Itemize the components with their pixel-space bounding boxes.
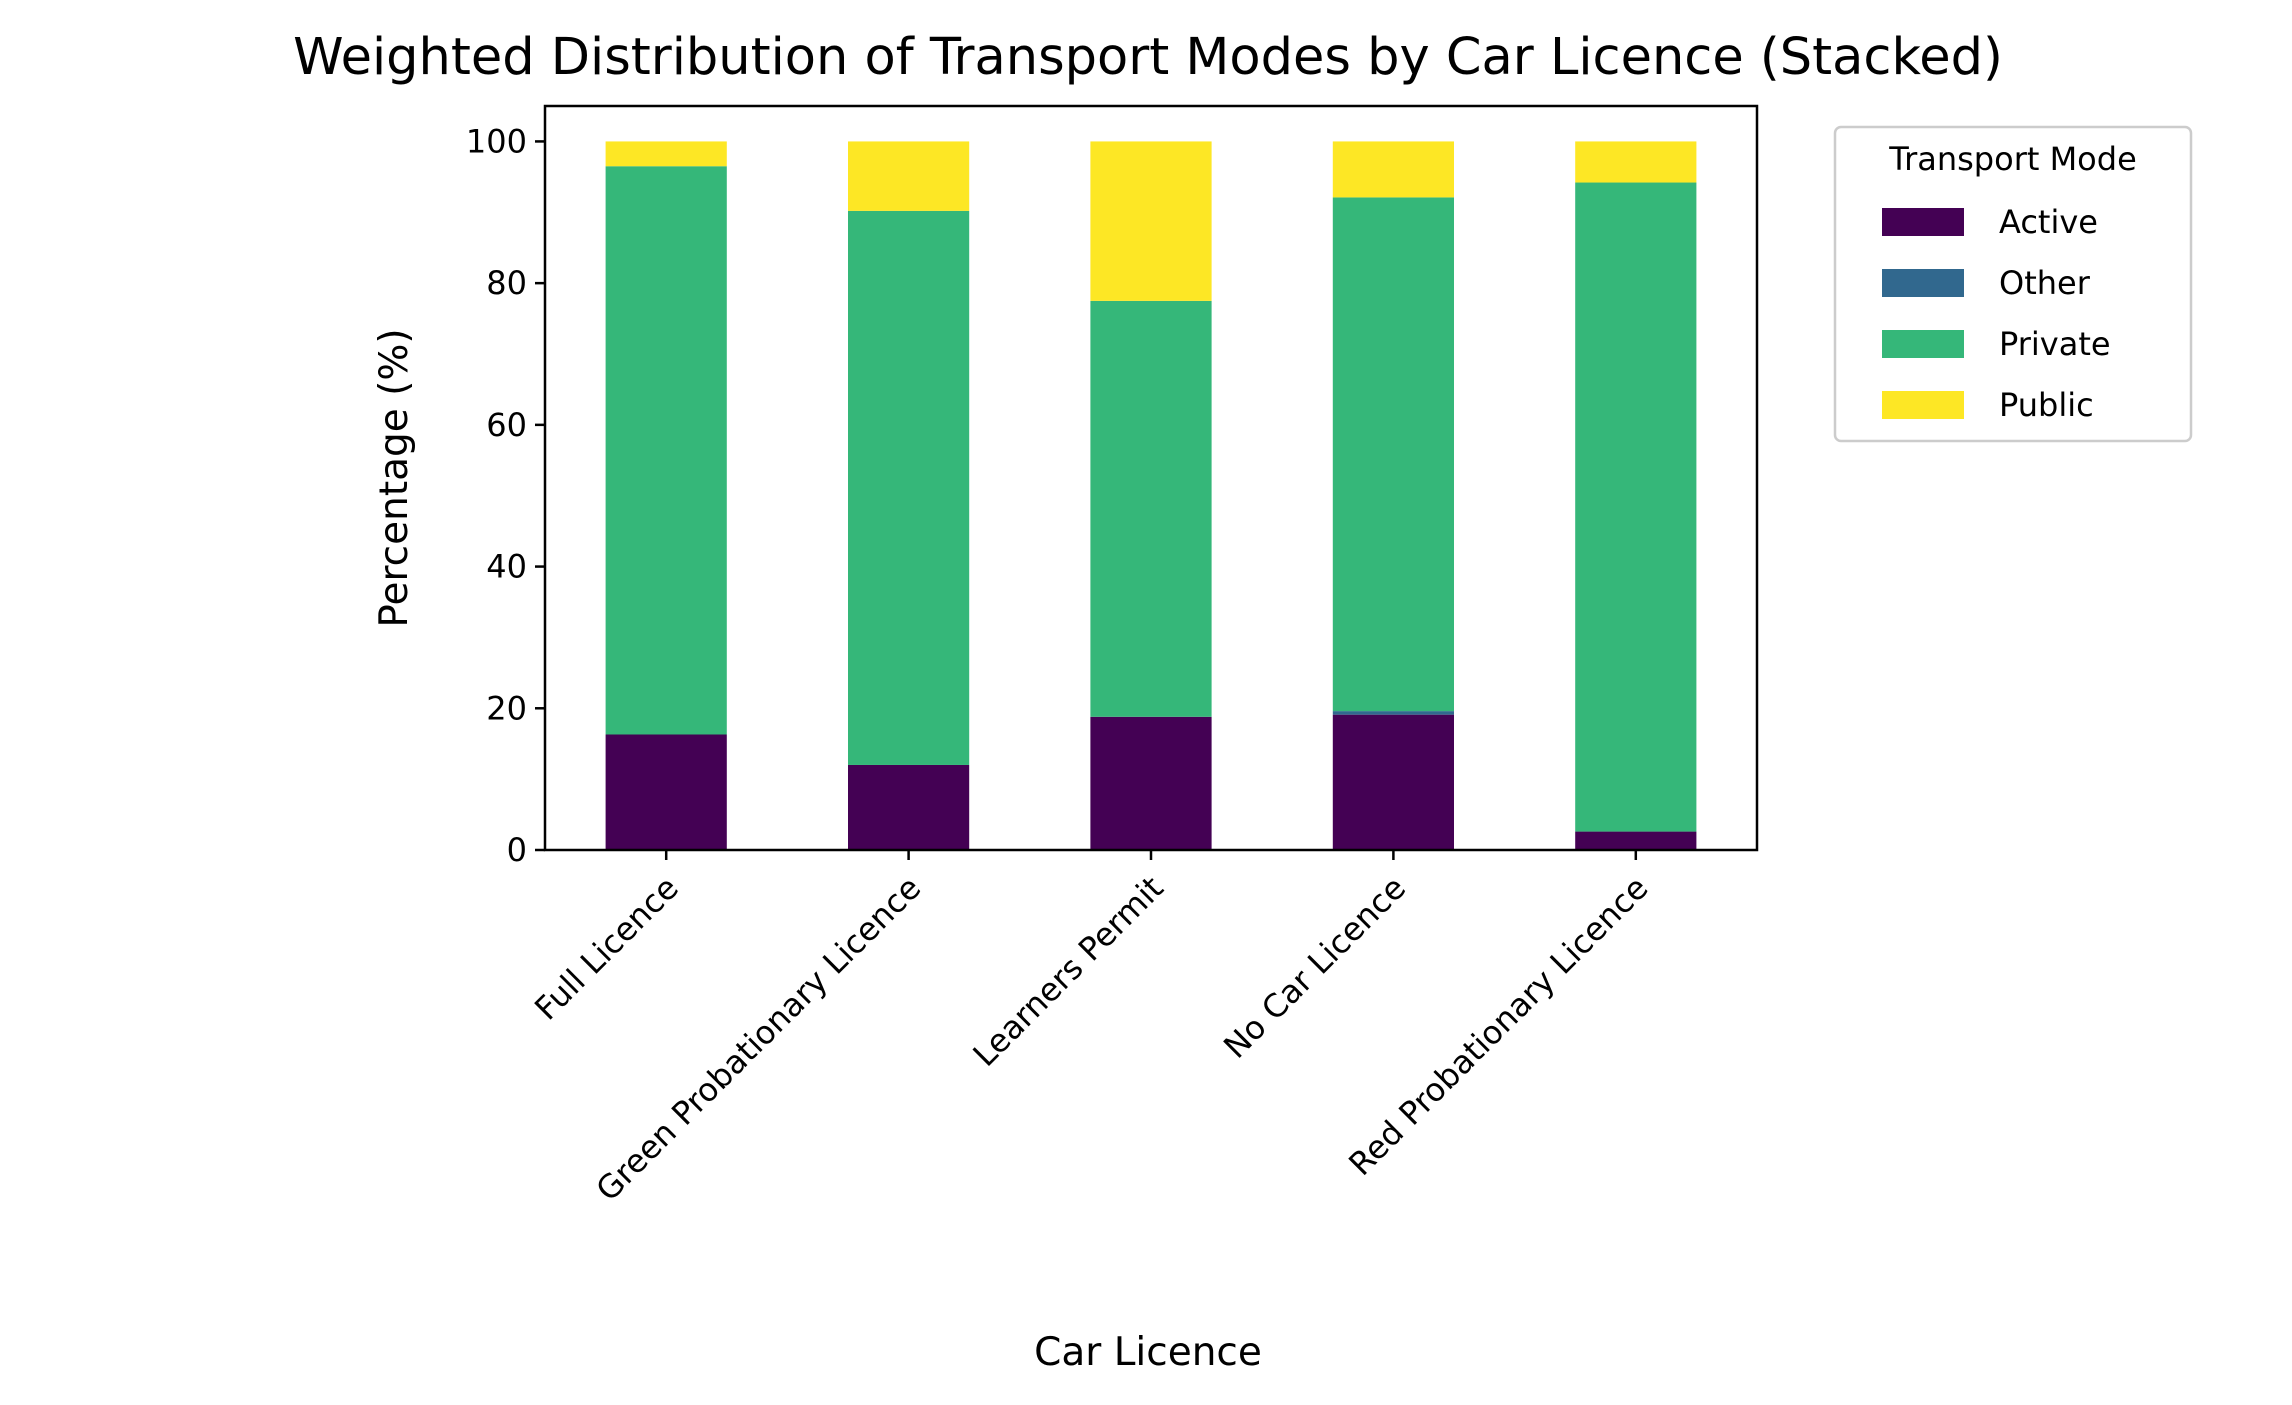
x-tick-label: Learners Permit (965, 869, 1170, 1074)
legend-label-public: Public (1999, 386, 2094, 424)
bar-private-3 (1090, 300, 1212, 717)
y-tick-label: 100 (466, 122, 527, 160)
legend-swatch-active (1882, 208, 1964, 236)
bar-other-4 (1332, 711, 1454, 715)
legend-label-private: Private (1999, 325, 2111, 363)
bar-private-2 (848, 210, 970, 765)
bar-public-5 (1575, 141, 1697, 183)
y-tick-label: 60 (486, 406, 527, 444)
bar-active-1 (605, 734, 727, 850)
legend: Transport Mode Active Other Private Public (1833, 125, 2193, 443)
x-tick-label: No Car Licence (1216, 869, 1413, 1066)
legend-title: Transport Mode (1888, 140, 2137, 178)
chart-title: Weighted Distribution of Transport Modes… (293, 28, 2003, 87)
legend-swatch-private (1882, 330, 1964, 358)
y-axis-label: Percentage (%) (372, 328, 417, 627)
bar-active-5 (1575, 831, 1697, 850)
bars-layer (605, 141, 1697, 850)
y-tick-label: 0 (507, 831, 527, 869)
x-axis-label: Car Licence (1034, 1330, 1262, 1375)
bar-public-3 (1090, 141, 1212, 301)
legend-swatch-other (1882, 269, 1964, 297)
y-tick-label: 20 (486, 689, 527, 727)
bar-private-1 (605, 166, 727, 735)
bar-active-4 (1332, 714, 1454, 850)
x-tick-label: Full Licence (527, 869, 686, 1028)
y-tick-label: 40 (486, 548, 527, 586)
legend-label-other: Other (1999, 264, 2091, 302)
bar-private-4 (1332, 197, 1454, 712)
bar-active-3 (1090, 716, 1212, 850)
legend-label-active: Active (1999, 203, 2098, 241)
legend-swatch-public (1882, 391, 1964, 419)
bar-active-2 (848, 764, 970, 850)
bar-public-1 (605, 141, 727, 167)
y-tick-label: 80 (486, 264, 527, 302)
bar-private-5 (1575, 182, 1697, 832)
bar-public-4 (1332, 141, 1454, 198)
bar-public-2 (848, 141, 970, 211)
legend-box (1833, 125, 2193, 443)
